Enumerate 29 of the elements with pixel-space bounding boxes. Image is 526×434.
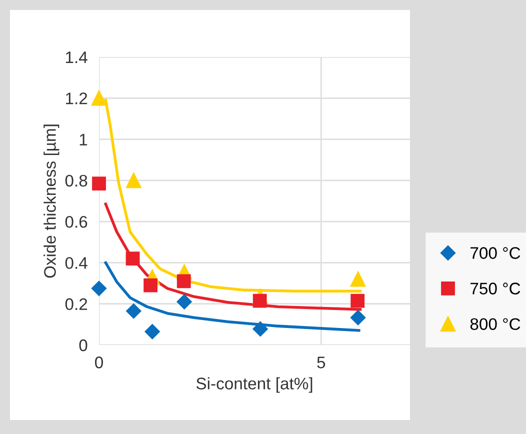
- y-tick-label: 0.6: [65, 216, 88, 228]
- point: [176, 294, 192, 310]
- y-tick-label: 1: [80, 134, 88, 146]
- point: [91, 90, 107, 106]
- x-tick-label: 5: [317, 356, 326, 368]
- y-tick-label: 1.2: [66, 92, 88, 104]
- point: [126, 303, 142, 319]
- point: [91, 280, 107, 296]
- point: [126, 252, 140, 266]
- legend-label: 800 °C: [470, 318, 520, 330]
- y-axis-title: Oxide thickness [µm]: [44, 124, 60, 278]
- point: [350, 294, 365, 308]
- point: [144, 278, 158, 292]
- y-tick-label: 0.4: [65, 257, 88, 269]
- y-tick-label: 0.2: [65, 298, 88, 310]
- y-tick-label: 1.4: [66, 52, 88, 64]
- y-tick-label: 0.8: [65, 174, 88, 187]
- legend-label: 750 °C: [470, 282, 520, 294]
- point: [252, 294, 267, 308]
- point: [126, 172, 142, 188]
- point: [350, 310, 366, 326]
- x-axis-title: Si-content [at%]: [196, 377, 312, 393]
- point: [252, 321, 268, 337]
- point: [144, 324, 160, 340]
- point: [176, 274, 191, 288]
- legend-label: 700 °C: [470, 247, 520, 259]
- point: [350, 272, 366, 287]
- y-tick-label: 0: [79, 339, 88, 352]
- point: [92, 176, 106, 190]
